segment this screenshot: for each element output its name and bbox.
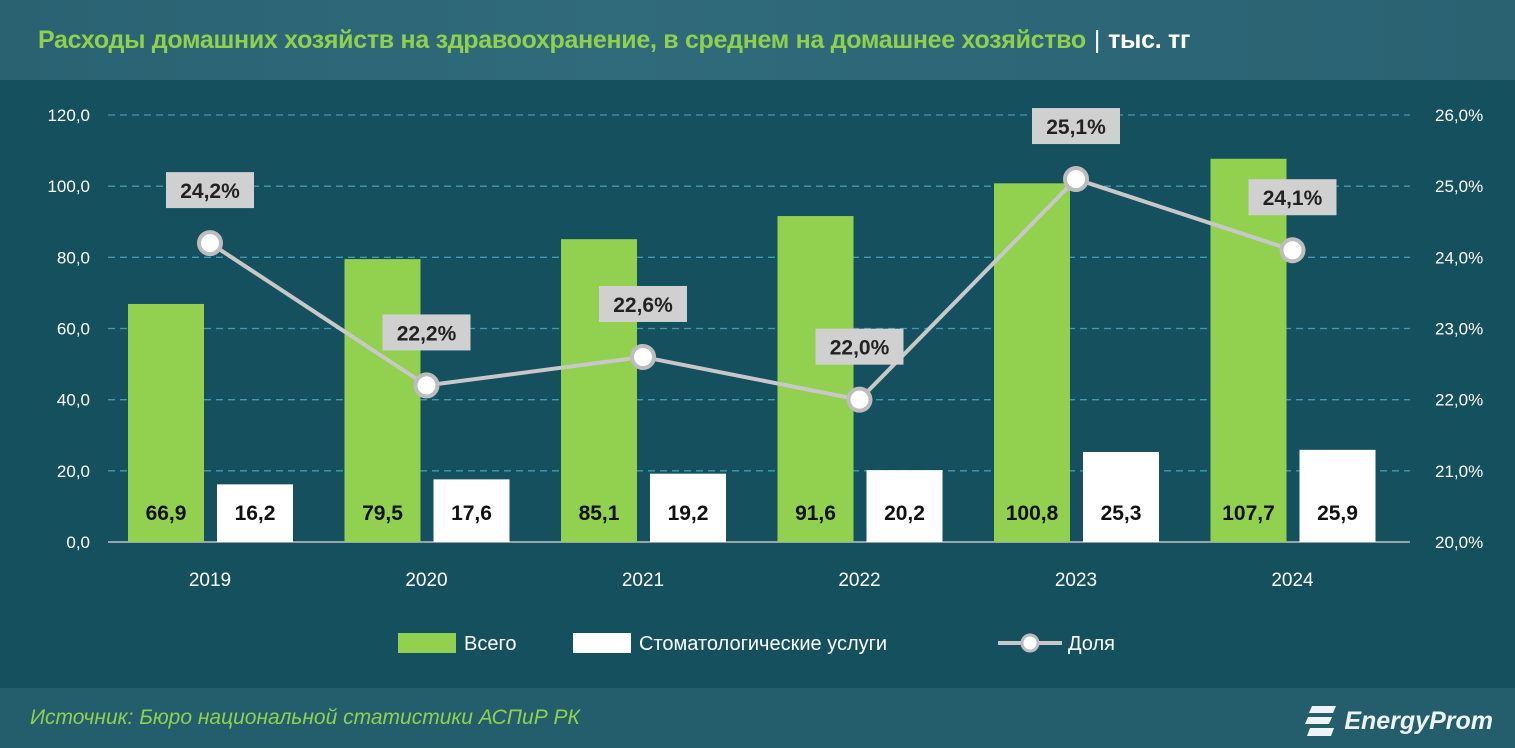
legend-dental-swatch bbox=[573, 633, 631, 653]
share-label-box bbox=[382, 314, 471, 351]
footer: Источник: Бюро национальной статистики А… bbox=[0, 688, 1515, 748]
share-label-box bbox=[815, 328, 904, 365]
bar-total bbox=[561, 239, 637, 542]
share-label-box bbox=[1032, 108, 1120, 145]
unit-label: тыс. тг bbox=[1108, 26, 1191, 54]
left-axis-tick: 80,0 bbox=[57, 248, 90, 267]
right-axis-tick: 24,0% bbox=[1435, 248, 1483, 267]
right-axis-tick: 26,0% bbox=[1435, 106, 1483, 125]
title-text: Расходы домашних хозяйств на здравоохран… bbox=[38, 26, 1086, 54]
bar-dental-label: 25,3 bbox=[1101, 502, 1142, 525]
logo-text: EnergyProm bbox=[1344, 706, 1493, 735]
bar-total bbox=[994, 183, 1070, 542]
bar-total bbox=[128, 303, 204, 542]
bar-total-label: 100,8 bbox=[1006, 502, 1059, 525]
share-label-box bbox=[599, 285, 687, 322]
share-label: 25,1% bbox=[1046, 116, 1106, 139]
bar-total bbox=[344, 259, 421, 542]
right-axis-tick: 20,0% bbox=[1435, 533, 1483, 552]
bar-total-label: 91,6 bbox=[795, 502, 836, 525]
share-label-box bbox=[166, 172, 254, 209]
legend-share-label: Доля bbox=[1068, 633, 1115, 655]
share-point bbox=[630, 343, 656, 370]
bar-dental bbox=[217, 484, 293, 542]
share-line bbox=[208, 176, 1294, 402]
bar-dental-label: 20,2 bbox=[884, 502, 925, 525]
bar-total-label: 107,7 bbox=[1222, 502, 1275, 525]
bar-total bbox=[777, 216, 854, 542]
bar-total-label: 79,5 bbox=[362, 502, 403, 525]
share-label: 22,0% bbox=[830, 337, 890, 360]
bar-total bbox=[1210, 158, 1287, 542]
right-axis-tick: 21,0% bbox=[1435, 462, 1483, 481]
x-axis-label: 2023 bbox=[1055, 570, 1097, 591]
share-point bbox=[1063, 166, 1089, 193]
bar-total-label: 85,1 bbox=[579, 502, 620, 525]
left-axis-tick: 20,0 bbox=[57, 462, 90, 481]
bar-dental-label: 16,2 bbox=[235, 502, 276, 525]
x-axis-label: 2019 bbox=[189, 570, 231, 591]
bar-dental bbox=[866, 470, 943, 542]
source-note: Источник: Бюро национальной статистики А… bbox=[30, 706, 580, 729]
share-label: 24,1% bbox=[1263, 187, 1323, 210]
x-axis-label: 2020 bbox=[405, 570, 447, 591]
bar-dental bbox=[1299, 449, 1376, 542]
bar-dental-label: 19,2 bbox=[668, 502, 709, 525]
share-label: 22,2% bbox=[397, 322, 457, 345]
share-point bbox=[846, 386, 873, 413]
left-axis-tick: 0,0 bbox=[66, 533, 90, 552]
bar-dental bbox=[433, 479, 510, 542]
x-axis-label: 2024 bbox=[1271, 570, 1314, 591]
share-point bbox=[413, 372, 440, 399]
right-axis-tick: 22,0% bbox=[1435, 391, 1483, 410]
chart: 0,0 20,0 40,0 60,0 80,0 100,0 120,0 20,0% 21,0% 2… bbox=[47, 106, 1483, 655]
share-point bbox=[197, 230, 223, 257]
share-label: 24,2% bbox=[180, 180, 240, 203]
legend-share-marker bbox=[1020, 633, 1040, 653]
bar-dental-label: 17,6 bbox=[451, 502, 492, 525]
left-axis-tick: 60,0 bbox=[57, 320, 90, 339]
legend-total-swatch bbox=[398, 633, 456, 653]
legend-total-label: Всего bbox=[464, 633, 516, 655]
title-separator: | bbox=[1093, 26, 1101, 54]
header: Расходы домашних хозяйств на здравоохран… bbox=[0, 0, 1515, 80]
x-axis-label: 2021 bbox=[622, 570, 664, 591]
share-point bbox=[1279, 237, 1306, 264]
right-axis-tick: 25,0% bbox=[1435, 177, 1483, 196]
energyprom-logo: EnergyProm bbox=[1304, 704, 1493, 738]
left-axis-tick: 100,0 bbox=[47, 177, 90, 196]
share-label: 22,6% bbox=[613, 294, 673, 317]
bar-dental bbox=[1083, 451, 1159, 542]
left-axis-tick: 40,0 bbox=[57, 391, 90, 410]
bar-total-label: 66,9 bbox=[146, 502, 187, 525]
legend-dental-label: Стоматологические услуги bbox=[639, 633, 887, 655]
bar-dental-label: 25,9 bbox=[1317, 502, 1358, 525]
share-label-box bbox=[1248, 179, 1337, 216]
x-axis-label: 2022 bbox=[838, 570, 880, 591]
bar-dental bbox=[650, 473, 726, 542]
logo-icon bbox=[1305, 706, 1337, 736]
left-axis-tick: 120,0 bbox=[47, 106, 90, 125]
right-axis-tick: 23,0% bbox=[1435, 320, 1483, 339]
chart-title: Расходы домашних хозяйств на здравоохран… bbox=[38, 26, 1190, 55]
